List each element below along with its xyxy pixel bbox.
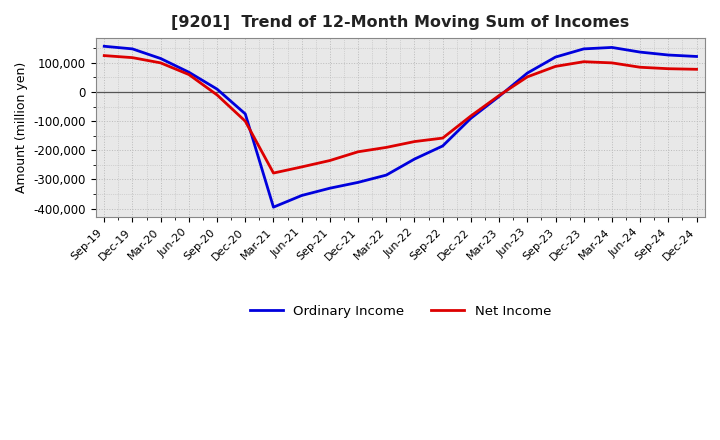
Legend: Ordinary Income, Net Income: Ordinary Income, Net Income bbox=[245, 299, 556, 323]
Net Income bbox=[410, 139, 419, 144]
Net Income bbox=[100, 53, 109, 58]
Ordinary Income bbox=[100, 44, 109, 49]
Ordinary Income bbox=[608, 45, 616, 50]
Net Income bbox=[608, 60, 616, 66]
Net Income bbox=[212, 92, 221, 98]
Ordinary Income bbox=[354, 180, 362, 185]
Ordinary Income bbox=[325, 186, 334, 191]
Ordinary Income bbox=[467, 116, 475, 121]
Line: Net Income: Net Income bbox=[104, 55, 696, 173]
Net Income bbox=[325, 158, 334, 163]
Ordinary Income bbox=[212, 87, 221, 92]
Ordinary Income bbox=[382, 172, 391, 178]
Net Income bbox=[438, 136, 447, 141]
Net Income bbox=[523, 74, 531, 80]
Ordinary Income bbox=[241, 111, 250, 117]
Net Income bbox=[269, 170, 278, 176]
Ordinary Income bbox=[495, 94, 503, 99]
Title: [9201]  Trend of 12-Month Moving Sum of Incomes: [9201] Trend of 12-Month Moving Sum of I… bbox=[171, 15, 629, 30]
Net Income bbox=[495, 93, 503, 98]
Ordinary Income bbox=[523, 70, 531, 76]
Net Income bbox=[692, 66, 701, 72]
Ordinary Income bbox=[128, 46, 137, 51]
Ordinary Income bbox=[438, 143, 447, 149]
Ordinary Income bbox=[664, 52, 672, 58]
Ordinary Income bbox=[552, 55, 560, 60]
Ordinary Income bbox=[269, 205, 278, 210]
Net Income bbox=[580, 59, 588, 64]
Ordinary Income bbox=[580, 46, 588, 51]
Ordinary Income bbox=[156, 56, 165, 61]
Ordinary Income bbox=[410, 157, 419, 162]
Ordinary Income bbox=[297, 193, 306, 198]
Net Income bbox=[467, 113, 475, 118]
Net Income bbox=[128, 55, 137, 60]
Net Income bbox=[382, 145, 391, 150]
Line: Ordinary Income: Ordinary Income bbox=[104, 46, 696, 207]
Net Income bbox=[552, 64, 560, 69]
Net Income bbox=[636, 65, 644, 70]
Net Income bbox=[241, 118, 250, 124]
Net Income bbox=[354, 149, 362, 154]
Ordinary Income bbox=[184, 70, 193, 75]
Net Income bbox=[156, 60, 165, 66]
Net Income bbox=[664, 66, 672, 71]
Ordinary Income bbox=[692, 54, 701, 59]
Net Income bbox=[297, 164, 306, 169]
Net Income bbox=[184, 72, 193, 77]
Ordinary Income bbox=[636, 49, 644, 55]
Y-axis label: Amount (million yen): Amount (million yen) bbox=[15, 62, 28, 193]
